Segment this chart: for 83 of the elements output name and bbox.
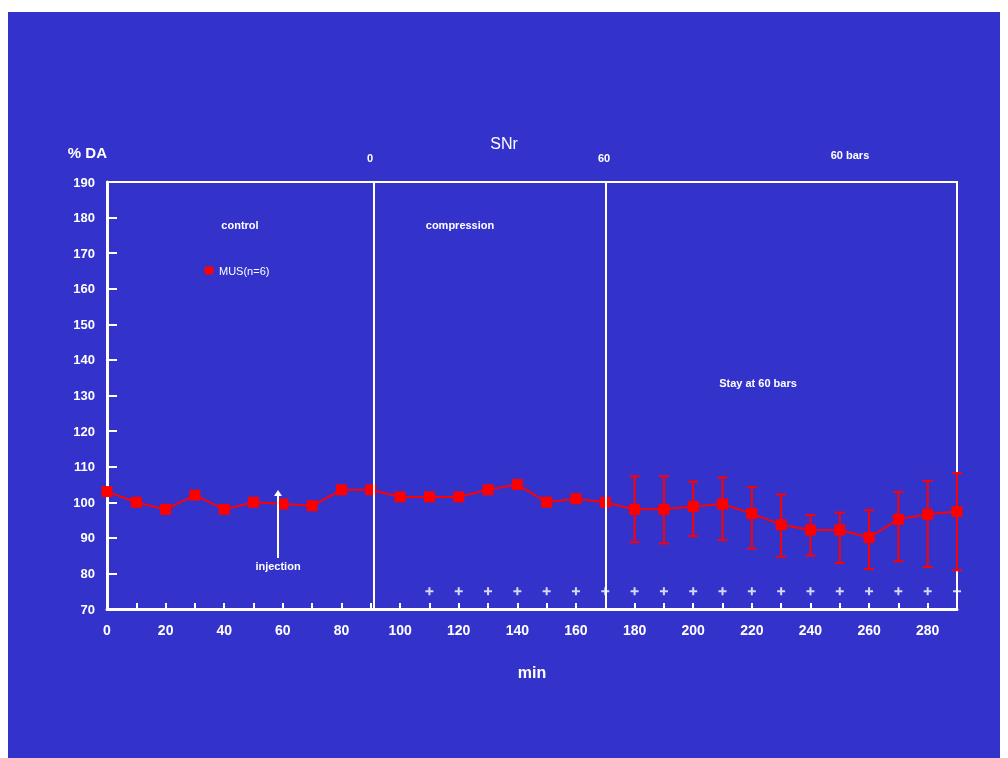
x-tick-label: 260 [857,622,881,638]
x-axis-title: min [517,663,547,681]
point [482,484,494,496]
y-tick-label: 90 [80,530,95,546]
annotation: Stay at 60 bars [719,376,797,389]
annotation: injection [255,559,301,572]
x-tick-label: 220 [740,622,764,638]
annotation: control [221,218,259,231]
point [804,524,816,536]
point [923,587,932,596]
x-tick-label: 280 [916,622,940,638]
x-tick-label: 240 [798,622,823,638]
point [484,587,493,596]
y-tick-label: 100 [73,494,95,510]
point [892,513,904,525]
point [423,491,435,503]
point [394,491,406,503]
point [894,587,903,596]
point [777,587,786,596]
x-tick-label: 60 [275,622,291,638]
point [629,503,641,515]
legend-label: MUS(n=6) [219,264,270,277]
point [453,491,465,503]
point [570,493,582,505]
point [865,587,874,596]
x-tick-label: 120 [447,622,471,638]
y-tick-label: 130 [73,388,95,403]
point [306,500,318,512]
x-tick-label: 100 [388,622,412,638]
point [658,503,670,515]
y-tick-label: 150 [73,316,95,332]
y-tick-label: 80 [80,565,95,581]
x-tick-label: 40 [216,622,233,638]
point [775,519,787,531]
y-tick-label: 140 [73,352,95,368]
point [335,484,347,496]
y-tick-label: 170 [73,245,95,261]
point [718,587,727,596]
x-tick-label: 140 [505,622,530,638]
point [571,587,580,596]
point [425,587,434,596]
point [541,496,553,508]
chart-title: SNr [490,134,519,152]
x-tick-label: 0 [103,622,112,638]
y-tick-label: 180 [73,210,95,226]
text: 0 [366,151,374,164]
point [659,587,668,596]
x-tick-label: 20 [157,622,174,638]
x-tick-label: 80 [333,622,350,638]
point [160,503,172,515]
point [130,496,142,508]
y-axis-title: % DA [67,144,108,161]
x-tick-label: 180 [622,622,647,638]
text: 60 bars [830,148,870,161]
x-tick-label: 160 [564,622,588,638]
point [454,587,463,596]
point [248,496,260,508]
point [834,524,846,536]
x-tick-label: 200 [681,622,706,638]
point [746,508,758,520]
point [511,478,523,490]
text: 60 [597,151,611,164]
point [747,587,756,596]
point [513,587,522,596]
point [689,587,698,596]
point [630,587,639,596]
point [806,587,815,596]
point [863,531,875,543]
point [687,501,699,513]
y-tick-label: 110 [74,459,95,475]
y-tick-label: 70 [80,601,95,617]
point [101,486,113,498]
point [951,506,963,517]
y-tick-label: 160 [73,281,95,297]
y-tick-label: 120 [73,423,95,439]
y-tick-label: 190 [73,174,95,190]
point [542,587,551,596]
point [717,498,729,510]
point [218,503,230,515]
point [189,489,201,501]
annotation: compression [425,218,495,231]
point [835,587,844,596]
point [922,508,934,520]
